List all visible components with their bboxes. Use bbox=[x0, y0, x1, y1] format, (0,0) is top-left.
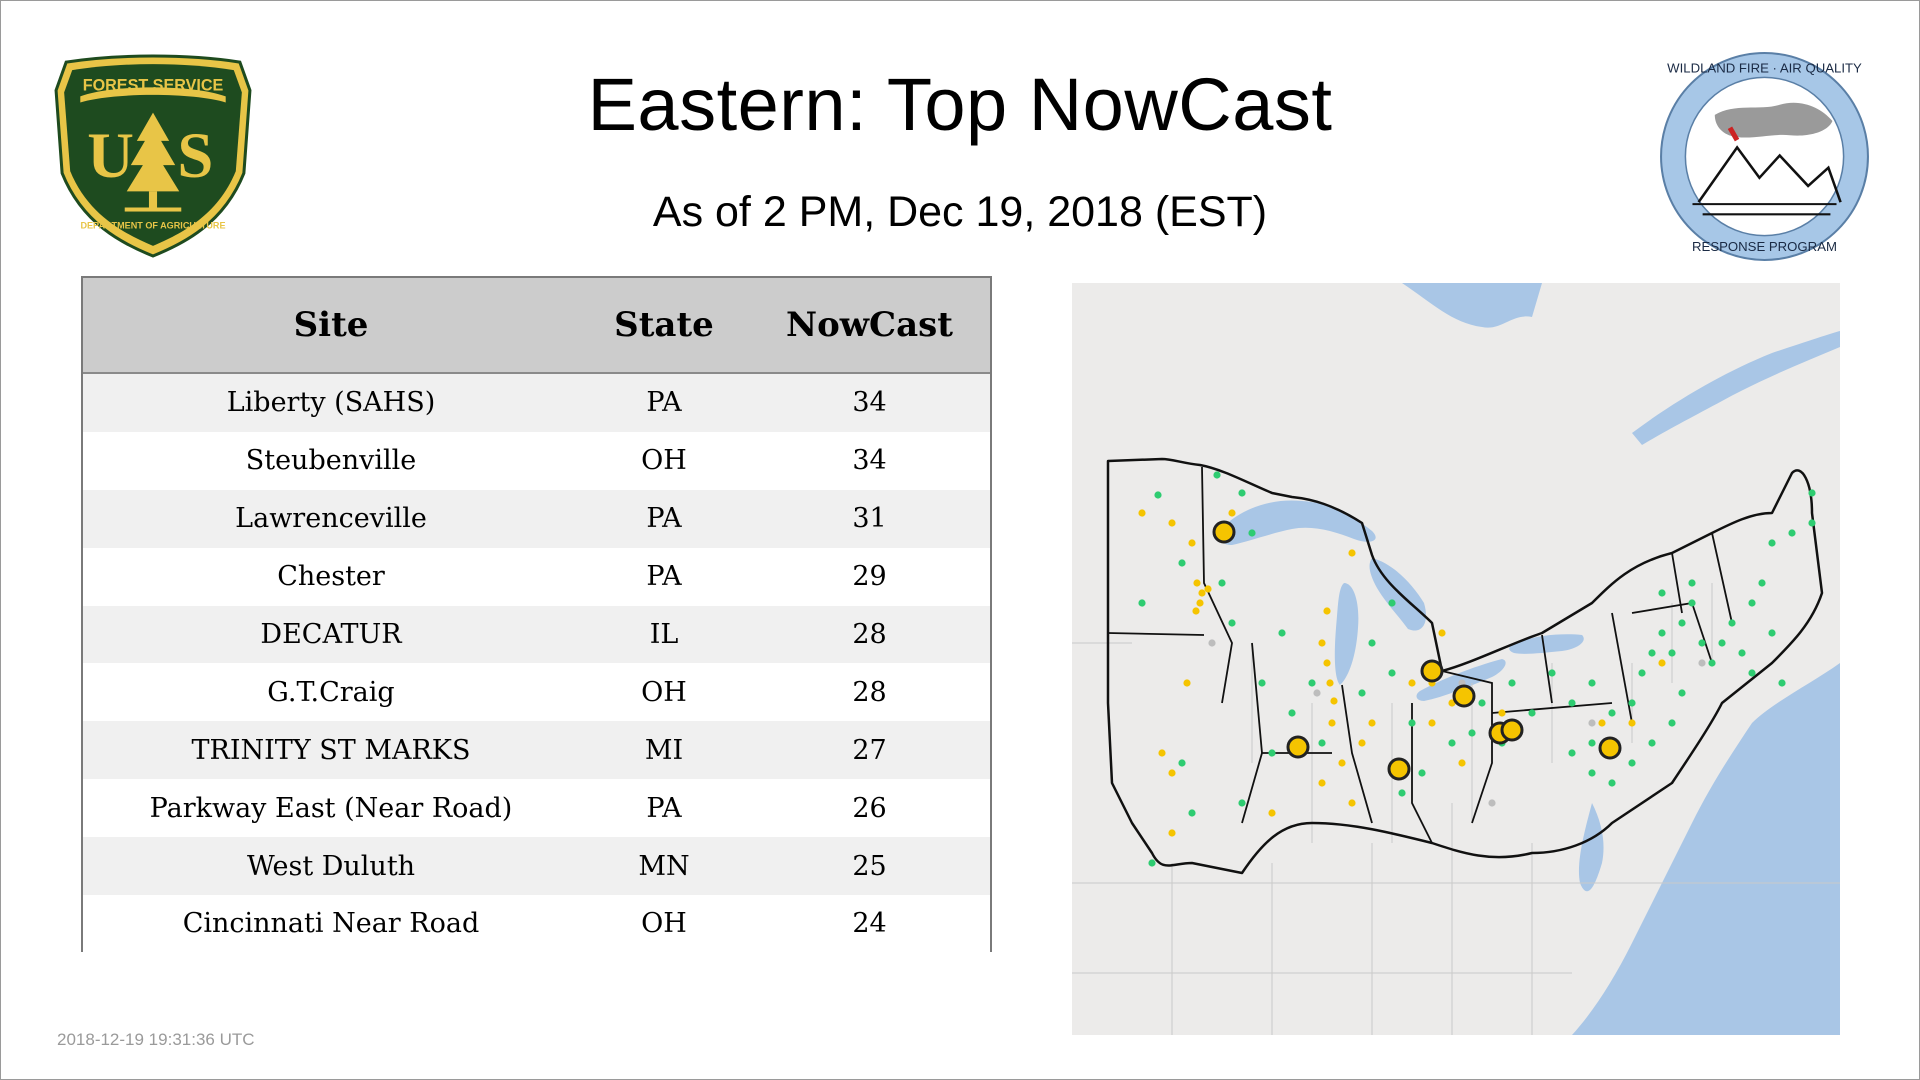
svg-text:U: U bbox=[87, 119, 134, 191]
cell-nowcast: 31 bbox=[852, 503, 887, 535]
cell-nowcast: 26 bbox=[852, 792, 887, 824]
cell-state: OH bbox=[641, 908, 687, 940]
aqi-monitor-map bbox=[1072, 283, 1840, 1035]
table-row: Cincinnati Near Road OH 24 bbox=[83, 895, 990, 953]
cell-nowcast: 29 bbox=[852, 561, 887, 593]
top-site-marker-decatur bbox=[1286, 735, 1310, 759]
cell-state: PA bbox=[646, 792, 682, 824]
wildland-ring-top-text: WILDLAND FIRE · AIR QUALITY bbox=[1667, 60, 1862, 75]
top-site-marker-cincinnati bbox=[1387, 757, 1411, 781]
generated-timestamp: 2018-12-19 19:31:36 UTC bbox=[57, 1030, 255, 1049]
cell-nowcast: 25 bbox=[852, 850, 887, 882]
top-site-marker-chester bbox=[1598, 736, 1622, 760]
table-row: DECATUR IL 28 bbox=[83, 605, 990, 664]
cell-nowcast: 24 bbox=[852, 908, 887, 940]
wildland-ring-bottom-text: RESPONSE PROGRAM bbox=[1692, 239, 1837, 254]
cell-nowcast: 28 bbox=[852, 619, 887, 650]
table-row: Parkway East (Near Road) PA 26 bbox=[83, 779, 990, 838]
table-row: West Duluth MN 25 bbox=[83, 837, 990, 896]
cell-state: PA bbox=[646, 503, 682, 535]
forest-service-bottom-text: DEPARTMENT OF AGRICULTURE bbox=[80, 221, 225, 231]
top-site-marker-liberty bbox=[1500, 718, 1524, 742]
cell-site: Cincinnati Near Road bbox=[182, 908, 480, 940]
cell-site: West Duluth bbox=[246, 850, 416, 882]
cell-state: MN bbox=[638, 850, 690, 882]
cell-state: OH bbox=[641, 445, 687, 477]
cell-nowcast: 28 bbox=[852, 676, 887, 708]
cell-site: DECATUR bbox=[260, 619, 402, 650]
table-header: Site State NowCast bbox=[83, 278, 990, 374]
table-row: G.T.Craig OH 28 bbox=[83, 663, 990, 722]
cell-nowcast: 27 bbox=[852, 734, 887, 766]
cell-site: Parkway East (Near Road) bbox=[149, 792, 513, 824]
cell-nowcast: 34 bbox=[852, 387, 887, 419]
cell-state: PA bbox=[646, 561, 682, 593]
column-header-nowcast: NowCast bbox=[786, 305, 953, 345]
cell-state: IL bbox=[649, 619, 679, 650]
cell-state: MI bbox=[644, 734, 684, 766]
table-row: Liberty (SAHS) PA 34 bbox=[83, 374, 990, 432]
forest-service-top-text: FOREST SERVICE bbox=[83, 76, 224, 94]
svg-text:S: S bbox=[177, 119, 213, 191]
page-subtitle: As of 2 PM, Dec 19, 2018 (EST) bbox=[652, 188, 1268, 236]
top-site-marker-west-duluth bbox=[1212, 520, 1236, 544]
cell-site: Chester bbox=[277, 561, 385, 593]
cell-state: OH bbox=[641, 676, 687, 708]
table-row: TRINITY ST MARKS MI 27 bbox=[83, 721, 990, 780]
cell-site: Liberty (SAHS) bbox=[226, 387, 436, 419]
table-row: Chester PA 29 bbox=[83, 547, 990, 606]
table-row: Lawrenceville PA 31 bbox=[83, 489, 990, 548]
nowcast-table: Site State NowCast Liberty (SAHS) PA 34 … bbox=[81, 276, 992, 953]
forest-service-logo: FOREST SERVICE U S DEPARTMENT OF AGRICUL… bbox=[54, 54, 252, 258]
top-site-marker-g-t-craig bbox=[1452, 684, 1476, 708]
wildland-fire-logo: WILDLAND FIRE · AIR QUALITY RESPONSE PRO… bbox=[1660, 52, 1869, 261]
cell-state: PA bbox=[646, 387, 682, 419]
column-header-state: State bbox=[614, 305, 714, 345]
top-site-marker-trinity-st-marks bbox=[1420, 659, 1444, 683]
cell-site: Steubenville bbox=[245, 445, 417, 477]
cell-site: G.T.Craig bbox=[267, 676, 395, 708]
table-row: Steubenville OH 34 bbox=[83, 431, 990, 490]
column-header-site: Site bbox=[293, 305, 369, 345]
cell-site: TRINITY ST MARKS bbox=[191, 734, 471, 766]
cell-site: Lawrenceville bbox=[235, 503, 427, 535]
cell-nowcast: 34 bbox=[852, 445, 887, 477]
page-title: Eastern: Top NowCast bbox=[587, 63, 1333, 146]
